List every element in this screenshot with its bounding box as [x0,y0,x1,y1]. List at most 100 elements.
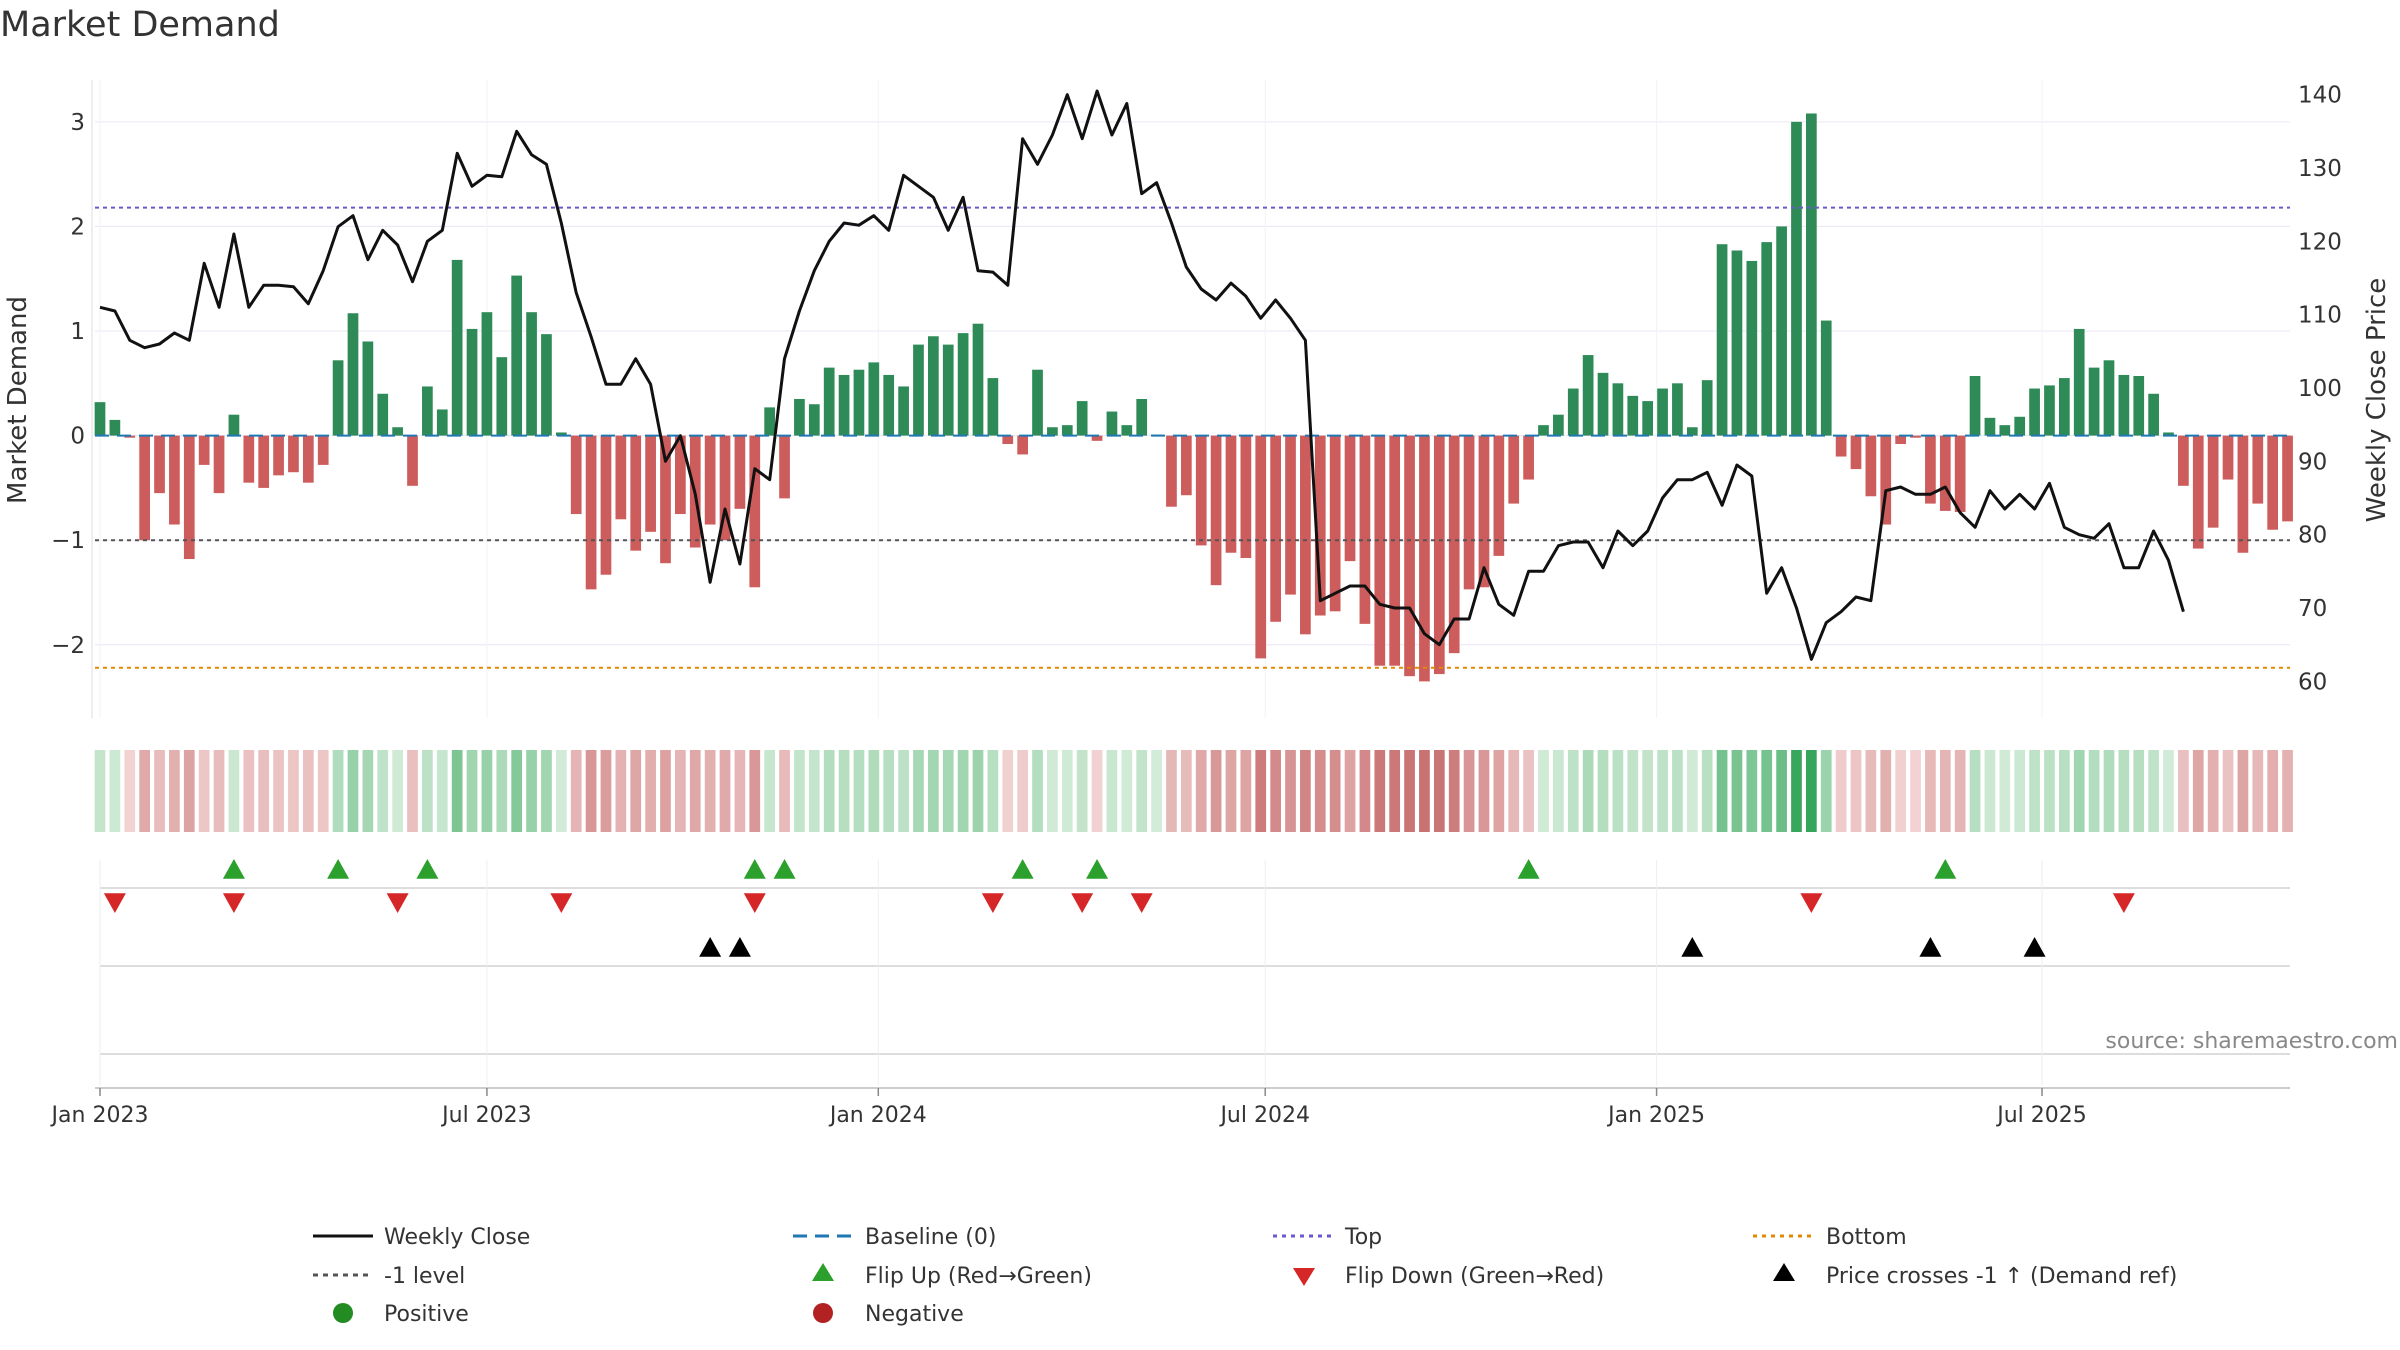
demand-bar [332,360,344,436]
legend-negative-dot [813,1303,833,1323]
heat-cell [1582,750,1594,832]
demand-bar [541,334,552,436]
demand-bar [1999,425,2011,436]
demand-bar [1433,435,1445,675]
flip-up-marker [1934,859,1957,879]
heat-cell [1791,750,1802,832]
demand-bar [1017,435,1028,455]
heat-cell [1389,750,1401,832]
flip-up-marker [222,859,245,879]
demand-bar [481,312,493,436]
demand-bar [2014,416,2026,436]
demand-bar [2282,435,2293,522]
heat-cell [1300,750,1311,832]
heat-cell [1686,750,1698,832]
demand-bar [317,435,329,465]
demand-bar [1463,435,1475,590]
heat-cell [779,750,790,832]
demand-bar [600,435,612,575]
demand-bar [1716,244,1728,436]
heat-cell [1925,750,1936,832]
demand-bar [1002,435,1014,444]
demand-bar [615,435,627,520]
heat-cell [1657,750,1668,832]
demand-bar [1285,435,1296,595]
demand-bar [1300,435,1311,635]
demand-bar [1032,369,1043,436]
reference-lines [95,206,2290,669]
heat-cell [1627,750,1639,832]
heat-cell [660,750,671,832]
heat-cell [675,750,686,832]
heat-cell [808,750,820,832]
legend-price-cross-icon [1773,1263,1795,1281]
heat-cell [942,750,954,832]
demand-bar [2103,360,2115,436]
heat-cell [913,750,924,832]
demand-bar [987,378,999,436]
heat-cell [2282,750,2293,832]
demand-bar [794,399,805,436]
heat-cell [2148,750,2159,832]
demand-bar [2237,435,2249,553]
demand-bar [1806,113,1817,436]
right-tick-label: 80 [2298,523,2327,549]
demand-bar [2029,388,2040,436]
heat-cell [198,750,210,832]
demand-bar [808,404,820,436]
demand-bar [422,386,433,436]
heat-cell [1091,750,1103,832]
legend-flip-up: Flip Up (Red→Green) [865,1264,1092,1289]
heat-cell [794,750,805,832]
demand-bar [496,357,508,436]
flip-down-marker [1071,893,1094,913]
demand-bar [243,435,255,483]
right-tick-label: 130 [2298,156,2342,182]
right-tick-label: 120 [2298,229,2342,255]
demand-bar [1969,375,1981,436]
heat-cell [407,750,418,832]
heat-cell [1270,750,1281,832]
demand-bar [1270,435,1281,622]
left-tick-label: −2 [51,633,85,659]
heat-cell [1895,750,1906,832]
heat-cell [630,750,642,832]
demand-bar [2207,435,2219,528]
demand-bar [1627,395,1639,436]
heat-cell [1255,750,1267,832]
demand-bar [2073,328,2085,436]
x-tick-label: Jul 2023 [440,1103,532,1128]
heat-cell [154,750,165,832]
heat-cell [2267,750,2279,832]
heat-cell [1850,750,1862,832]
demand-bar [407,435,418,486]
demand-bar [2178,435,2189,486]
demand-bar [645,435,656,532]
demand-bar [169,435,180,525]
left-tick-label: 3 [70,110,85,136]
heat-cell [1776,750,1787,832]
heat-cell [347,750,359,832]
demand-bar [362,341,374,436]
right-tick-label: 140 [2298,83,2342,109]
heat-cell [273,750,284,832]
legend-flip-up-icon [812,1263,834,1281]
heat-cell [1166,750,1177,832]
demand-bar [1865,435,1877,497]
price-cross-marker [2023,937,2046,957]
x-tick-label: Jan 2025 [1606,1103,1705,1128]
heat-cell [1880,750,1892,832]
heat-cell [823,750,835,832]
right-tick-label: 70 [2298,596,2327,622]
heat-cell [987,750,999,832]
heat-cell [1597,750,1609,832]
flip-up-marker [1011,859,1034,879]
heat-cell [2192,750,2204,832]
demand-bar [719,435,731,541]
demand-bars [94,113,2293,682]
heat-cell [1939,750,1951,832]
demand-bar [957,333,969,436]
demand-bar [1895,435,1906,444]
heat-cell [1180,750,1192,832]
